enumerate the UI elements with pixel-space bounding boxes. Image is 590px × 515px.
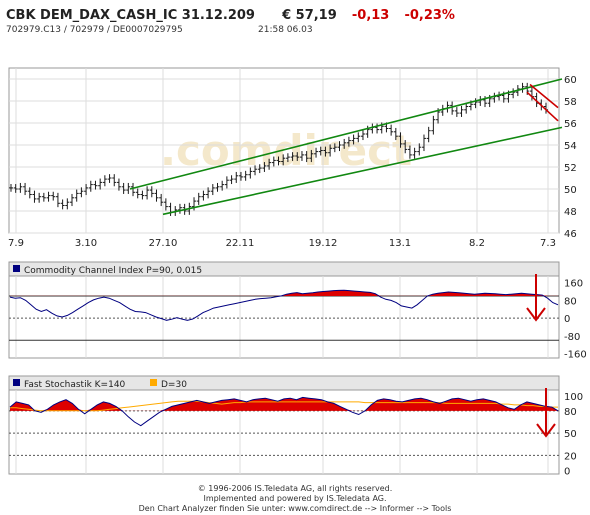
stoch-legend-k: Fast Stochastik K=140 — [24, 380, 126, 390]
cci-y-tick-label: 160 — [564, 279, 583, 290]
cci-legend: Commodity Channel Index P=90, 0.015 — [24, 266, 202, 276]
price-y-tick-label: 46 — [564, 229, 577, 240]
price-y-tick-label: 54 — [564, 141, 577, 152]
price-x-tick-label: 22.11 — [226, 238, 255, 249]
last-price: € 57,19 — [282, 8, 337, 23]
footer-copyright: © 1996-2006 IS.Teledata AG, all rights r… — [197, 484, 393, 493]
stoch-legend-d: D=30 — [161, 380, 187, 390]
cci-down-arrow-head — [526, 307, 546, 322]
stoch-k-line — [9, 396, 559, 427]
price-y-tick-label: 58 — [564, 97, 577, 108]
stoch-legend-swatch-k — [13, 379, 20, 386]
price-y-tick-label: 48 — [564, 207, 577, 218]
trend-line-lower — [162, 126, 563, 216]
stochastic-panel: Fast Stochastik K=140 D=30 0 20 50 80 100 — [8, 375, 583, 477]
price-y-tick-label: 60 — [564, 75, 577, 86]
cci-overbought-fill — [10, 290, 558, 296]
cci-y-tick-label: 0 — [564, 314, 570, 325]
chart-header: CBK DEM_DAX_CASH_IC 31.12.209 € 57,19 -0… — [6, 4, 465, 24]
price-y-tick-label: 52 — [564, 163, 577, 174]
instrument-symbol: CBK DEM_DAX_CASH_IC 31.12.209 — [6, 8, 255, 23]
price-x-tick-label: 8.2 — [469, 238, 485, 249]
instrument-ids: 702979.C13 / 702979 / DE0007029795 — [6, 25, 183, 35]
cci-y-tick-label: -160 — [564, 350, 587, 361]
trend-line-down-top — [529, 83, 559, 109]
instrument-subheader: 702979.C13 / 702979 / DE0007029795 21:58… — [6, 25, 313, 35]
price-x-tick-label: 7.9 — [8, 238, 24, 249]
price-x-tick-label: 27.10 — [149, 238, 178, 249]
footer: © 1996-2006 IS.Teledata AG, all rights r… — [0, 484, 590, 514]
price-change-percent: -0,23% — [404, 8, 455, 23]
price-x-tick-label: 7.3 — [540, 238, 556, 249]
cci-y-tick-label: 80 — [564, 296, 577, 307]
trend-line-upper — [129, 78, 563, 190]
footer-powered: Implemented and powered by IS.Teledata A… — [203, 494, 387, 503]
footer-analyzer-link[interactable]: Den Chart Analyzer finden Sie unter: www… — [138, 504, 452, 513]
stoch-y-tick-label: 100 — [564, 392, 583, 403]
price-y-tick-label: 56 — [564, 119, 577, 130]
price-change: -0,13 — [351, 8, 390, 23]
price-x-tick-label: 19.12 — [309, 238, 338, 249]
stoch-y-tick-label: 50 — [564, 429, 577, 440]
stoch-d-line — [10, 400, 558, 412]
cci-panel: Commodity Channel Index P=90, 0.015 -160… — [8, 261, 587, 361]
price-x-tick-label: 3.10 — [75, 238, 97, 249]
cci-series-line — [9, 289, 559, 321]
stoch-overbought-fill — [10, 397, 558, 411]
stoch-down-arrow-head — [536, 423, 556, 438]
stoch-y-tick-label: 20 — [564, 451, 577, 462]
price-y-tick-label: 50 — [564, 185, 577, 196]
quote-time: 21:58 06.03 — [258, 25, 313, 35]
stoch-y-tick-label: 0 — [564, 466, 570, 477]
stoch-legend-swatch-d — [150, 379, 157, 386]
stoch-y-tick-label: 80 — [564, 407, 577, 418]
trend-line-down-bottom — [526, 91, 559, 122]
cci-legend-swatch — [13, 265, 20, 272]
price-x-tick-label: 13.1 — [389, 238, 411, 249]
cci-y-tick-label: -80 — [564, 332, 580, 343]
